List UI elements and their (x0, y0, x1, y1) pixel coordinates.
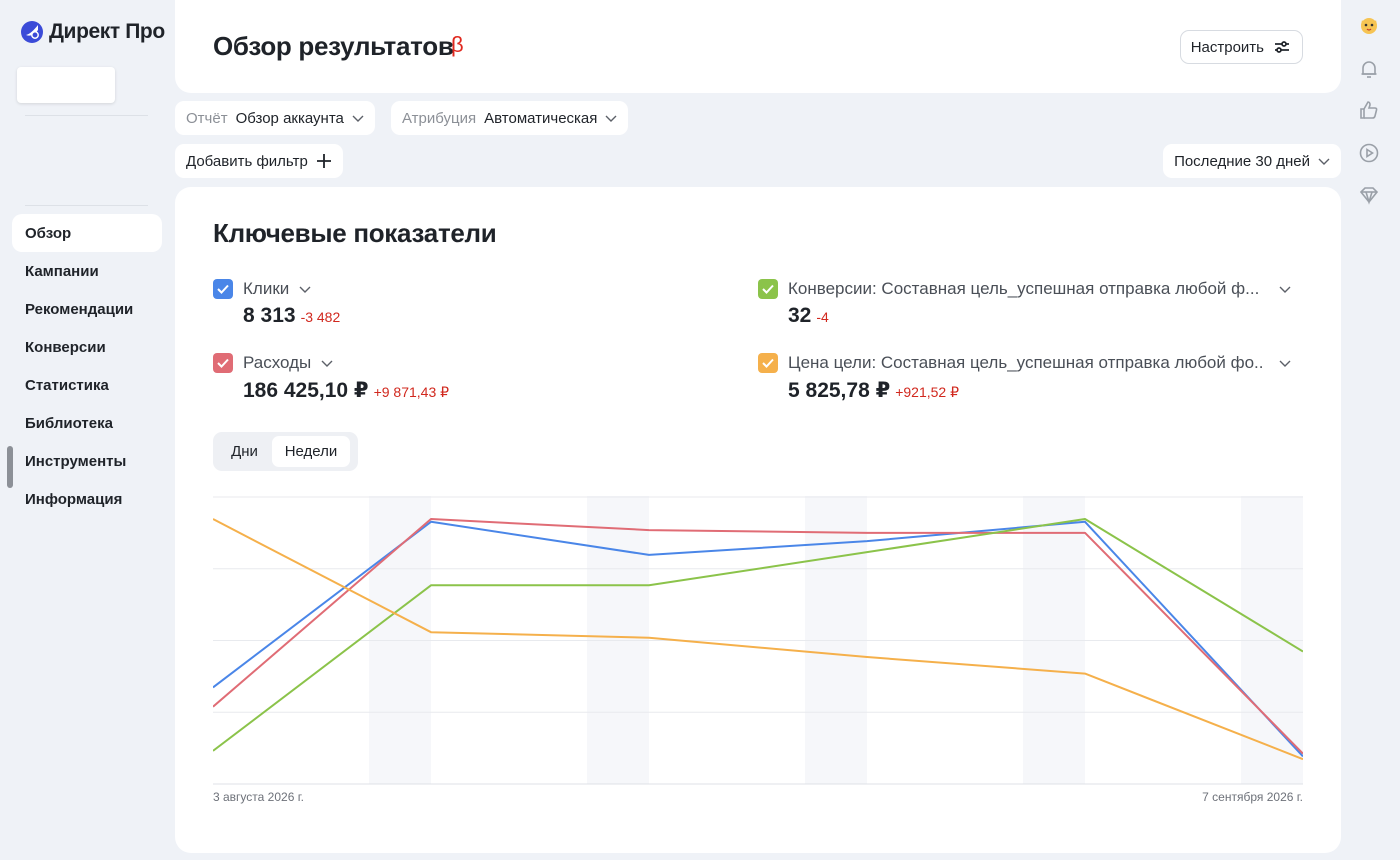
granularity-weeks[interactable]: Недели (272, 436, 350, 467)
nav-item-conversions[interactable]: Конверсии (25, 338, 106, 356)
configure-button[interactable]: Настроить (1179, 30, 1303, 64)
nav-item-library[interactable]: Библиотека (25, 414, 113, 432)
metric-delta: -3 482 (300, 309, 341, 325)
chevron-down-icon[interactable] (1279, 357, 1291, 369)
report-value: Обзор аккаунта (235, 109, 344, 127)
metric-label: Конверсии: Составная цель_успешная отпра… (788, 279, 1260, 298)
brand-name: Директ Про (49, 20, 165, 43)
nav-item-campaigns[interactable]: Кампании (25, 262, 99, 280)
series-line-Расходы[interactable] (213, 518, 1303, 755)
right-rail (1342, 0, 1400, 860)
conversions-checkbox[interactable] (758, 279, 778, 299)
check-icon (762, 358, 774, 368)
spend-checkbox[interactable] (213, 353, 233, 373)
avatar-cat-icon[interactable] (1357, 13, 1381, 37)
metric-value: 8 313 (243, 304, 296, 327)
plus-icon (316, 154, 331, 168)
nav-item-info[interactable]: Информация (25, 490, 123, 508)
configure-label: Настроить (1190, 38, 1264, 56)
granularity-toggle: Дни Недели (213, 432, 358, 471)
nav-item-statistics[interactable]: Статистика (25, 376, 109, 394)
metric-label: Расходы (243, 353, 312, 372)
goal-cost-checkbox[interactable] (758, 353, 778, 373)
account-selector[interactable] (17, 67, 115, 103)
bell-icon[interactable] (1357, 57, 1381, 81)
diamond-icon[interactable] (1357, 183, 1381, 207)
nav-item-recommendations[interactable]: Рекомендации (25, 300, 134, 318)
chevron-down-icon[interactable] (321, 357, 333, 369)
metric-goal-cost: Цена цели: Составная цель_успешная отпра… (758, 352, 1303, 403)
divider (25, 205, 148, 206)
page-title: Обзор результатов (213, 31, 454, 61)
metric-delta: +9 871,43 ₽ (373, 384, 450, 400)
period-value: Последние 30 дней (1174, 152, 1310, 170)
brand-logo[interactable]: Директ Про (20, 20, 165, 44)
metric-value: 32 (788, 304, 812, 327)
divider (25, 115, 148, 116)
period-select[interactable]: Последние 30 дней (1163, 144, 1341, 178)
report-label: Отчёт (186, 109, 228, 127)
metric-delta: -4 (816, 309, 829, 325)
section-title: Ключевые показатели (213, 218, 497, 248)
report-select[interactable]: Отчёт Обзор аккаунта (175, 101, 375, 135)
check-icon (217, 284, 229, 294)
metric-value: 5 825,78 ₽ (788, 379, 891, 402)
check-icon (217, 358, 229, 368)
metric-label: Цена цели: Составная цель_успешная отпра… (788, 353, 1263, 372)
metric-clicks: Клики 8 313 -3 482 (213, 278, 340, 328)
metric-delta: +921,52 ₽ (895, 384, 959, 400)
key-metrics-card: Ключевые показатели Клики 8 313 -3 482 Р… (175, 187, 1341, 853)
metric-conversions: Конверсии: Составная цель_успешная отпра… (758, 278, 1303, 328)
sidebar: Директ Про Обзор Кампании Рекомендации К… (0, 0, 175, 860)
check-icon (762, 284, 774, 294)
chevron-down-icon[interactable] (299, 283, 311, 295)
chevron-down-icon (1318, 158, 1330, 165)
thumbs-up-icon[interactable] (1357, 98, 1381, 122)
metrics-line-chart (213, 496, 1303, 785)
scrollbar-thumb[interactable] (7, 446, 13, 488)
attribution-label: Атрибуция (402, 109, 477, 127)
play-circle-icon[interactable] (1357, 141, 1381, 165)
x-axis-start-label: 3 августа 2026 г. (213, 790, 304, 804)
attribution-select[interactable]: Атрибуция Автоматическая (391, 101, 629, 135)
chevron-down-icon (352, 115, 364, 122)
add-filter-button[interactable]: Добавить фильтр (175, 144, 343, 178)
metric-spend: Расходы 186 425,10 ₽ +9 871,43 ₽ (213, 352, 449, 403)
yandex-direct-logo-icon (21, 21, 43, 43)
main-nav: Обзор Кампании Рекомендации Конверсии Ст… (12, 214, 162, 518)
nav-item-overview[interactable]: Обзор (12, 214, 162, 252)
chevron-down-icon (605, 115, 617, 122)
nav-item-tools[interactable]: Инструменты (25, 452, 127, 470)
clicks-checkbox[interactable] (213, 279, 233, 299)
series-line-Цена цели[interactable] (213, 518, 1303, 761)
metric-value: 186 425,10 ₽ (243, 379, 369, 402)
chevron-down-icon[interactable] (1279, 283, 1291, 295)
metric-label: Клики (243, 279, 290, 298)
sliders-icon (1275, 41, 1289, 53)
beta-badge: β (451, 32, 464, 57)
x-axis-end-label: 7 сентября 2026 г. (1202, 790, 1303, 804)
header-card: Обзор результатов β Настроить (175, 0, 1341, 93)
add-filter-label: Добавить фильтр (186, 152, 308, 170)
attribution-value: Автоматическая (484, 109, 598, 127)
granularity-days[interactable]: Дни (231, 443, 258, 460)
